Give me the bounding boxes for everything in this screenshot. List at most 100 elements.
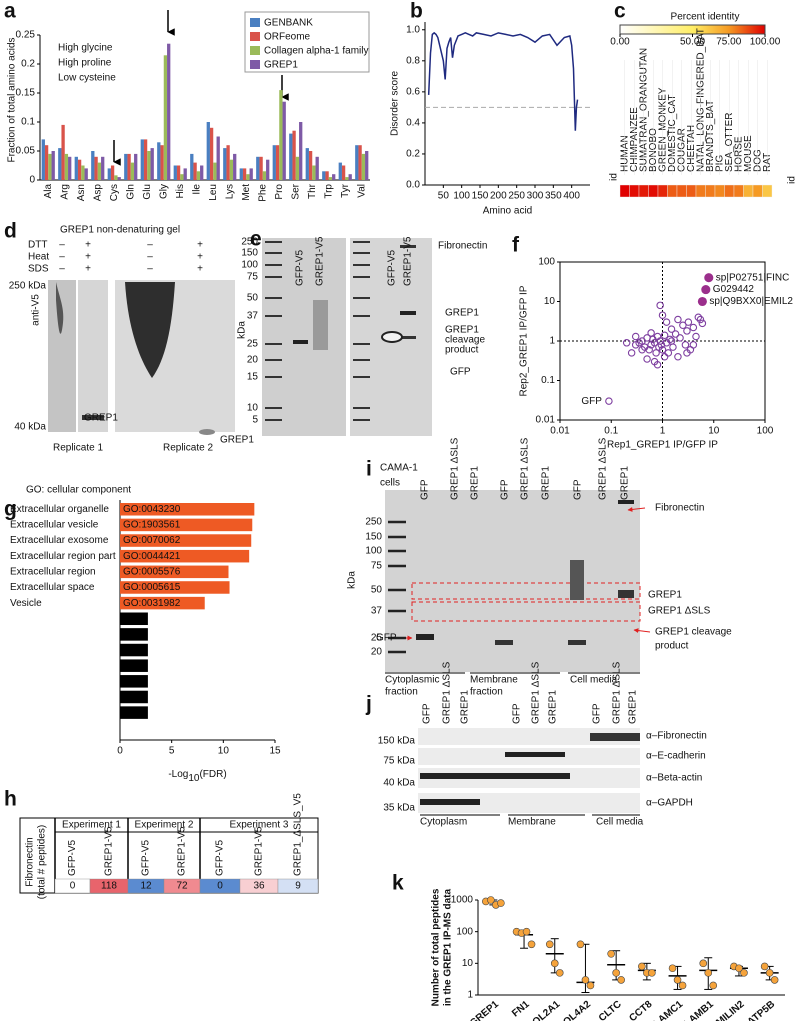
heat-cell [733,184,744,198]
x-tick-label: 150 [472,191,489,202]
condition-sign: + [85,264,91,275]
lane-label: GREP1 ΔSLS [450,437,461,500]
bar [312,165,316,180]
fraction-label: Cytoplasm [420,817,467,828]
point [607,950,615,958]
y-tick-label: 1 [467,990,473,1001]
bar-label: GO:0070062 [123,535,181,546]
x-tick-label: ATP5B [746,999,778,1021]
heat-cell [676,184,687,198]
table-value: 36 [253,881,265,892]
x-tick-label: 0.1 [604,426,618,437]
condition-sign: + [85,240,91,251]
marker-label: 20 [247,355,259,366]
category-label: Extracellular space [10,582,95,593]
marker-label: 75 kDa [383,756,415,767]
point [645,346,653,354]
bar [229,159,234,180]
x-tick-label: Asp [92,184,103,202]
colorbar-tick-label: 50.00 [680,37,705,48]
column-header: GREP1-V5 [104,826,115,876]
lane-label: GFP-V5 [295,249,306,286]
x-axis-label: -Log10(FDR) [168,769,226,784]
gel-band [82,415,104,420]
x-tick-label: 1 [660,426,666,437]
x-tick-label: 250 [508,191,525,202]
bar [173,165,177,180]
x-tick-label: COL2A1 [525,999,563,1021]
annotation: product [445,345,479,356]
fraction-label: Cytoplasmic [385,675,439,686]
x-tick-label: Met [241,184,252,201]
category-label: Vesicle [10,598,42,609]
row-label: id [609,173,620,181]
condition-sign: – [59,264,65,275]
point [678,981,687,990]
x-tick-label: LAMB1 [682,999,716,1021]
point-label: G029442 [713,284,755,295]
legend-label: Collagen alpha-1 family [264,46,369,57]
bar [101,156,105,180]
bar [246,174,250,180]
bar [120,549,250,563]
lane-label: GREP1 ΔSLS [598,437,609,500]
marker-label: 40 kDa [14,422,46,433]
bar [77,159,82,180]
table-cell [277,878,319,894]
bar [134,153,138,180]
y-tick-label: 0.2 [406,149,420,160]
x-tick-label: Gly [158,184,169,199]
colorbar-tick-label: 100.00 [750,37,781,48]
lane-label: GFP-V5 [387,249,398,286]
bar [167,43,171,181]
marker-label: 40 kDa [383,778,415,789]
bar-label: GO:1903561 [123,520,181,531]
bar [233,153,237,180]
category-label: Extracellular exosome [10,535,109,546]
condition-sign: + [197,252,203,263]
bar [345,177,349,180]
annotation: product [655,641,689,652]
bar [120,581,230,594]
point [605,397,613,405]
point [667,337,676,345]
x-tick-label: Tyr [340,183,351,198]
point [617,976,625,984]
x-tick-label: 50 [438,191,450,202]
point [673,976,682,984]
x-tick-label: Ile [191,184,202,195]
legend-label: ORFeome [264,32,311,43]
point [689,323,698,332]
marker-label: 25 [247,339,259,350]
x-axis-label-part: (FDR) [199,769,226,780]
x-tick-label: CCT8 [627,999,654,1021]
point [683,327,691,335]
point [631,332,640,341]
bar [120,659,148,672]
lane-label: GFP [592,703,603,724]
point [704,273,714,283]
point [770,976,779,984]
x-tick-label: Val [356,184,367,198]
marker-label: 25 [371,633,383,644]
legend [244,11,370,73]
bar [259,156,263,180]
colorbar-title: Percent identity [671,12,740,23]
bar [308,151,313,180]
lane-label: GFP [573,479,584,500]
panel-label: g [4,498,17,521]
point [740,969,748,977]
y-tick-label: 0.1 [541,375,555,386]
column-header: GFP-V5 [67,839,78,876]
x-tick-label: EMILIN2 [709,999,747,1021]
condition-sign: – [147,252,153,263]
bar [289,133,293,180]
lane-label: GREP1 ΔSLS [520,437,531,500]
bar [110,165,115,180]
point [658,346,667,354]
bar [305,148,309,180]
bar [223,148,227,180]
point [694,313,703,321]
axis-label: kDa [237,321,248,339]
